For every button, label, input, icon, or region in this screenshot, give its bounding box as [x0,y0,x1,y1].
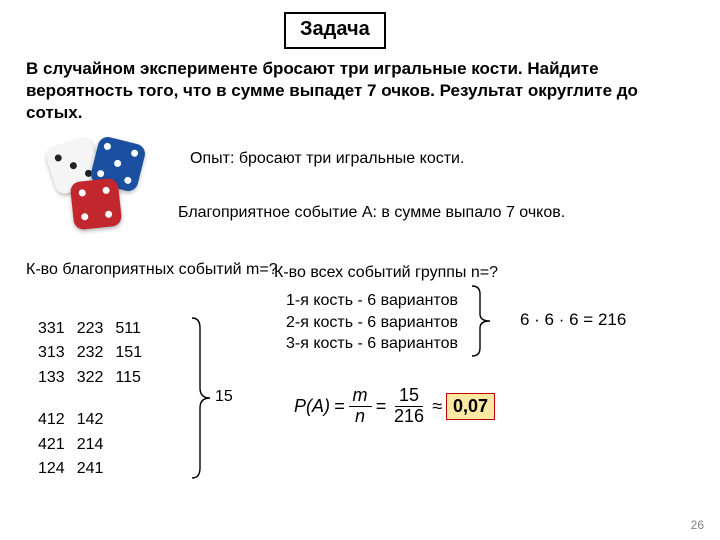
probability-formula: P(A) = m n = 15 216 ≈ 0,07 [294,386,495,427]
problem-statement: В случайном эксперименте бросают три игр… [26,58,686,124]
equals-sign: = [334,396,345,417]
list-item: 1-я кость - 6 вариантов [286,290,458,312]
page-number: 26 [691,518,704,532]
prob-lhs: P(A) [294,396,330,417]
table-row: 133322115 [38,367,152,389]
answer-box: 0,07 [446,393,495,420]
brace-m-icon [190,316,212,480]
event-text: Благоприятное событие А: в сумме выпало … [178,204,565,222]
list-item: 2-я кость - 6 вариантов [286,312,458,334]
n-formula: 6 · 6 · 6 = 216 [520,310,626,330]
experiment-text: Опыт: бросают три игральные кости. [190,150,464,168]
table-row: 421214 [38,434,152,456]
table-row: 124241 [38,458,152,480]
fraction-values: 15 216 [390,386,428,427]
favorable-heading: К-во благоприятных событий m=? [26,260,278,281]
dice-illustration [42,140,162,240]
brace-n-icon [470,284,492,358]
list-item: 3-я кость - 6 вариантов [286,333,458,355]
dice-variants-list: 1-я кость - 6 вариантов2-я кость - 6 вар… [286,290,458,355]
approx-sign: ≈ [432,396,442,417]
all-events-heading: К-во всех событий группы n=? [274,264,498,282]
table-row: 313232151 [38,342,152,364]
die-red [70,178,123,231]
table-row: 412142 [38,409,152,431]
fraction-mn: m n [349,386,372,427]
m-value: 15 [215,388,233,406]
table-row: 331223511 [38,318,152,340]
title-box: Задача [284,12,386,49]
combo-table: 331223511313232151 133322115 412142 4212141… [36,316,154,482]
equals-sign: = [376,396,387,417]
